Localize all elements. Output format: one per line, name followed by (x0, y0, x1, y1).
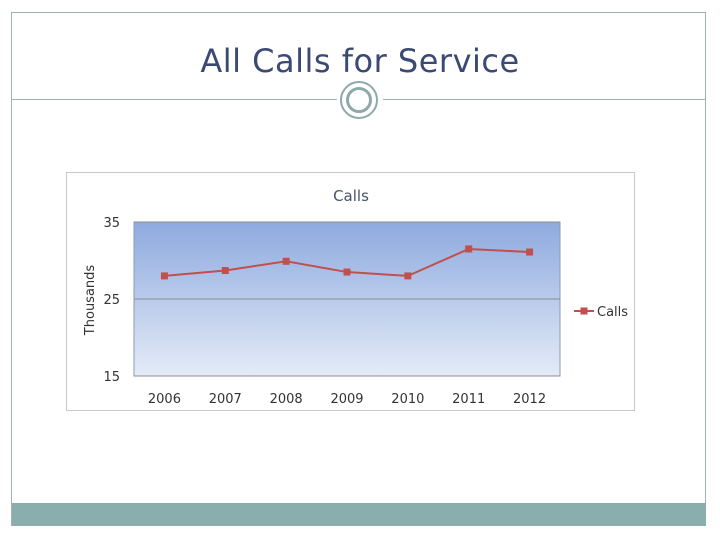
line-chart: Calls Thousands 15 25 35 2006 2007 2008 2009 20… (83, 187, 628, 407)
y-tick-label: 35 (103, 216, 120, 231)
chart-container: Calls Thousands 15 25 35 2006 2007 2008 2009 20… (66, 172, 635, 411)
x-tick-label: 2010 (391, 392, 424, 407)
data-point (160, 272, 168, 280)
title-divider-left (12, 99, 337, 100)
data-point (221, 267, 229, 275)
footer-band (12, 503, 706, 526)
y-axis-label: Thousands (83, 265, 98, 337)
data-point (404, 272, 412, 280)
data-point (343, 268, 351, 276)
chart-title: Calls (333, 187, 369, 205)
data-point (526, 248, 534, 256)
y-tick-label: 15 (103, 370, 120, 385)
x-tick-label: 2007 (209, 392, 242, 407)
x-tick-label: 2012 (513, 392, 546, 407)
x-tick-label: 2009 (330, 392, 363, 407)
x-tick-label: 2011 (452, 392, 485, 407)
y-tick-label: 25 (103, 293, 120, 308)
legend-label: Calls (597, 305, 628, 320)
title-divider-right (383, 99, 705, 100)
x-tick-label: 2008 (270, 392, 303, 407)
slide-title: All Calls for Service (200, 42, 520, 80)
data-point (465, 245, 473, 253)
x-tick-label: 2006 (148, 392, 181, 407)
data-point (282, 257, 290, 265)
legend-marker (580, 307, 588, 315)
title-ring-ornament (340, 81, 378, 119)
